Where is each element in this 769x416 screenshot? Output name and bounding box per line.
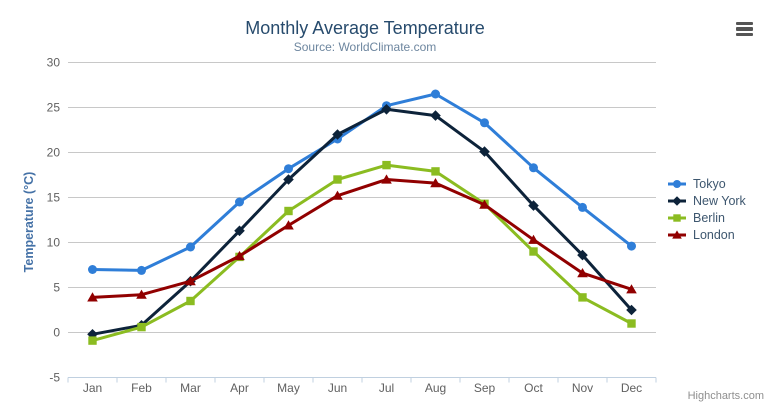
point-london-apr[interactable] (234, 250, 245, 261)
legend-item-new-york[interactable]: New York (668, 192, 746, 209)
diamond-marker-icon (668, 195, 686, 206)
diamond-marker-glyph[interactable] (672, 195, 682, 206)
point-tokyo-may[interactable] (284, 164, 293, 174)
y-axis-label: 25 (47, 101, 61, 115)
point-berlin-oct[interactable] (529, 247, 538, 256)
legend-item-berlin[interactable]: Berlin (668, 209, 746, 226)
y-axis-label: 15 (47, 191, 61, 205)
y-axis-label: 5 (53, 281, 60, 295)
point-new-york-jan[interactable] (87, 329, 98, 340)
x-axis-label: Dec (621, 381, 642, 395)
point-london-jan[interactable] (87, 292, 98, 302)
point-tokyo-nov[interactable] (578, 202, 587, 212)
point-berlin-jan[interactable] (88, 336, 97, 345)
point-new-york-aug[interactable] (430, 110, 441, 121)
point-tokyo-dec[interactable] (627, 241, 636, 251)
point-berlin-feb[interactable] (137, 322, 146, 332)
hamburger-icon (736, 21, 753, 26)
point-new-york-oct[interactable] (528, 200, 539, 211)
point-tokyo-feb[interactable] (137, 265, 146, 275)
hamburger-icon (736, 27, 753, 31)
x-axis-label: Aug (425, 381, 446, 395)
point-london-may[interactable] (283, 220, 294, 230)
series-new-york (87, 104, 637, 340)
series-line-london[interactable] (91, 178, 633, 299)
x-axis-label: Jun (328, 381, 347, 395)
square-marker-icon (668, 213, 686, 222)
point-berlin-mar[interactable] (186, 296, 195, 306)
point-london-jul[interactable] (381, 174, 392, 184)
series-berlin (88, 160, 636, 345)
legend-label: Tokyo (693, 176, 726, 191)
point-new-york-nov[interactable] (577, 249, 588, 261)
y-axis-title: Temperature (°C) (22, 171, 36, 273)
export-menu-button[interactable] (733, 18, 757, 40)
square-marker-glyph[interactable] (673, 213, 681, 222)
x-axis-label: Sep (474, 381, 496, 395)
point-london-sep[interactable] (479, 199, 490, 209)
point-new-york-apr[interactable] (234, 225, 245, 237)
y-axis-label: 10 (47, 236, 61, 250)
triangle-marker-glyph[interactable] (672, 229, 682, 239)
y-axis-label: -5 (49, 371, 60, 385)
x-axis-label: Oct (524, 381, 543, 395)
y-axis-label: 30 (47, 56, 61, 70)
point-london-nov[interactable] (577, 268, 588, 278)
legend-item-london[interactable]: London (668, 226, 746, 243)
x-axis-label: May (277, 381, 300, 395)
point-berlin-aug[interactable] (431, 167, 440, 176)
legend-item-tokyo[interactable]: Tokyo (668, 175, 746, 192)
point-new-york-dec[interactable] (626, 304, 637, 316)
point-london-oct[interactable] (528, 234, 539, 244)
point-berlin-dec[interactable] (627, 319, 636, 328)
y-axis-label: 0 (53, 326, 60, 340)
x-axis-label: Apr (230, 381, 249, 395)
legend: Tokyo New York Berlin London (668, 175, 746, 243)
chart-title: Monthly Average Temperature (245, 18, 485, 38)
x-axis-label: Nov (572, 381, 593, 395)
series-line-berlin[interactable] (91, 163, 633, 343)
point-new-york-sep[interactable] (479, 146, 490, 157)
triangle-marker-icon (668, 229, 686, 239)
point-new-york-may[interactable] (283, 174, 294, 185)
point-berlin-jul[interactable] (382, 160, 391, 170)
x-axis-label: Mar (180, 381, 201, 395)
legend-label: Berlin (693, 210, 725, 225)
point-berlin-jun[interactable] (333, 175, 342, 184)
series-london (87, 174, 637, 302)
series-tokyo (88, 89, 636, 275)
hamburger-icon (736, 32, 753, 37)
point-tokyo-oct[interactable] (529, 163, 538, 173)
point-london-jun[interactable] (332, 190, 343, 200)
legend-label: London (693, 227, 735, 242)
point-berlin-nov[interactable] (578, 293, 587, 302)
x-axis-label: Jul (379, 381, 394, 395)
point-tokyo-jan[interactable] (88, 265, 97, 274)
point-new-york-jul[interactable] (381, 104, 392, 115)
point-london-feb[interactable] (136, 289, 147, 299)
point-tokyo-apr[interactable] (235, 197, 244, 207)
point-new-york-jun[interactable] (332, 129, 343, 140)
point-tokyo-mar[interactable] (186, 242, 195, 252)
point-london-mar[interactable] (185, 276, 196, 286)
x-axis-label: Jan (83, 381, 102, 395)
point-tokyo-aug[interactable] (431, 89, 440, 99)
y-axis-label: 20 (47, 146, 61, 160)
point-berlin-may[interactable] (284, 206, 293, 216)
point-london-aug[interactable] (430, 178, 441, 188)
circle-marker-icon (668, 179, 686, 188)
point-tokyo-sep[interactable] (480, 118, 489, 128)
point-london-dec[interactable] (626, 284, 637, 294)
highcharts-credit-link[interactable]: Highcharts.com (687, 390, 764, 402)
legend-label: New York (693, 193, 746, 208)
circle-marker-glyph[interactable] (673, 179, 681, 188)
chart-subtitle: Source: WorldClimate.com (293, 40, 437, 54)
x-axis-label: Feb (131, 381, 152, 395)
series-line-new-york[interactable] (91, 107, 633, 336)
